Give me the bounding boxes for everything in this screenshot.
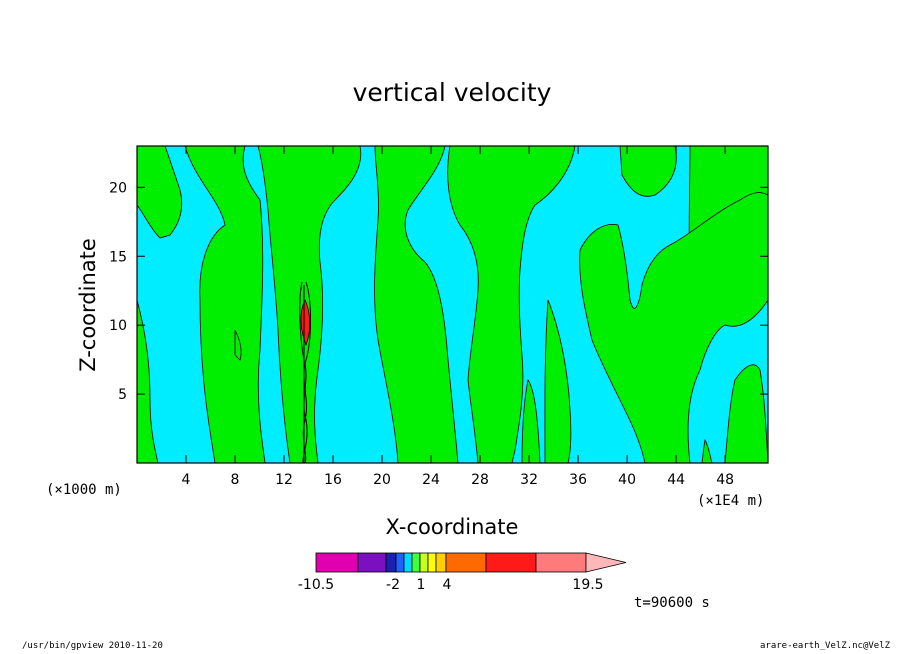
x-axis-scale-label: (×1E4 m) [697,493,765,509]
positive-region [137,299,159,463]
colorbar-tick-label: 19.5 [572,577,603,593]
y-tick-label: 5 [118,387,127,403]
updraft-core [300,299,311,347]
colorbar-arrow [585,552,627,573]
colorbar-cell [535,552,587,573]
x-tick-label: 36 [569,472,587,488]
x-tick-label: 4 [182,472,191,488]
x-tick-label: 16 [324,472,342,488]
x-tick-label: 48 [716,472,734,488]
positive-region [374,146,459,463]
colorbar-tick-label: -2 [386,577,400,593]
positive-region [544,299,572,463]
x-tick-label: 24 [422,472,440,488]
positive-region [137,146,183,239]
colorbar-cell [315,552,359,573]
positive-region [257,146,362,463]
x-tick-label: 40 [618,472,636,488]
updraft-column [299,281,311,463]
positive-region [579,192,768,463]
y-tick-label: 20 [109,180,127,196]
x-tick-label: 28 [471,472,489,488]
y-tick-label: 10 [109,318,127,334]
colorbar-cell [485,552,537,573]
colorbar-cell [403,552,413,573]
positive-region [521,379,541,463]
positive-region [619,146,677,197]
colorbar-cell [357,552,387,573]
positive-region [724,364,768,463]
colorbar-cell [419,552,429,573]
colorbar: -10.5 -2 1 4 19.5 [298,552,627,593]
positive-region [447,146,576,463]
colorbar-tick-label: 1 [417,577,426,593]
colorbar-cell [395,552,405,573]
positive-region [234,329,242,361]
footer-program-label: /usr/bin/gpview 2010-11-20 [22,641,163,651]
x-tick-label: 32 [520,472,538,488]
plot-area [137,146,768,463]
plot-frame [136,145,769,464]
y-ticks: 5 10 15 20 [109,180,768,403]
colorbar-tick-label: 4 [443,577,452,593]
colorbar-cell [385,552,397,573]
footer-file-label: arare-earth_VelZ.nc@VelZ [760,641,891,651]
x-tick-label: 8 [231,472,240,488]
positive-region [701,438,713,463]
x-tick-label: 44 [667,472,685,488]
colorbar-cell [411,552,421,573]
time-label: t=90600 s [634,595,710,611]
x-tick-label: 20 [373,472,391,488]
colorbar-cell [435,552,447,573]
chart-title: vertical velocity [352,78,552,107]
x-tick-label: 12 [275,472,293,488]
x-axis-label: X-coordinate [385,515,519,539]
x-axis-unit-label: (×1000 m) [46,482,122,498]
colorbar-tick-label: -10.5 [298,577,334,593]
positive-region [184,146,266,463]
x-ticks: 4 8 12 16 20 24 28 32 36 40 44 48 [182,146,734,488]
colorbar-cell [427,552,437,573]
y-tick-label: 15 [109,249,127,265]
colorbar-cell [445,552,487,573]
